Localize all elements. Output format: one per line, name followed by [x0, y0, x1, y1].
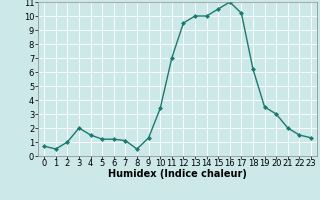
X-axis label: Humidex (Indice chaleur): Humidex (Indice chaleur) [108, 169, 247, 179]
